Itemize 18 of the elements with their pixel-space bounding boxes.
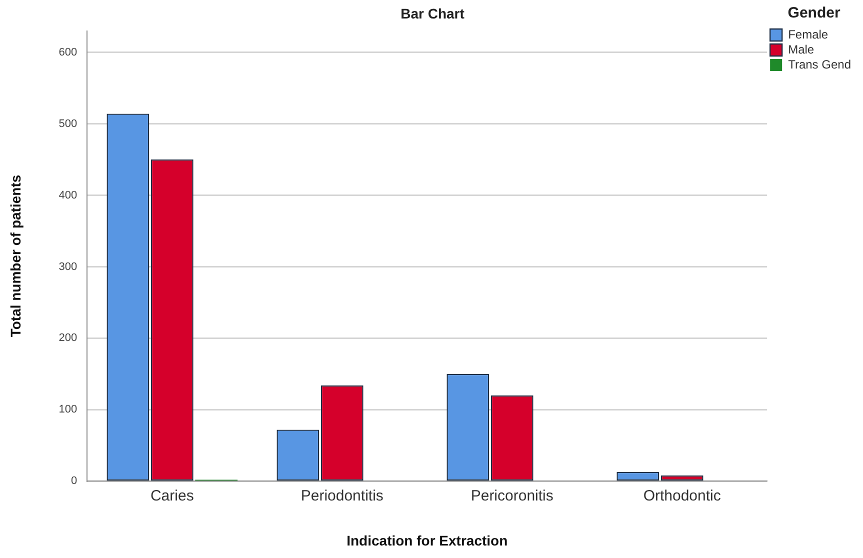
x-tick-label: Orthodontic — [643, 487, 722, 504]
y-axis-title: Total number of patients — [7, 174, 24, 338]
x-axis-title: Indication for Extraction — [346, 532, 508, 548]
y-tick-label: 200 — [58, 332, 78, 344]
legend-label: Male — [788, 42, 814, 56]
y-tick-label: 500 — [58, 118, 78, 130]
legend-title: Gender — [788, 4, 840, 22]
legend-label: Trans Gend — [788, 57, 852, 72]
chart-title: Bar Chart — [400, 5, 465, 22]
x-tick-label: Caries — [150, 487, 194, 504]
y-tick-label: 0 — [71, 475, 78, 488]
x-tick-label: Pericoronitis — [470, 487, 554, 504]
y-tick-label: 100 — [58, 404, 78, 416]
x-tick-label: Periodontitis — [300, 487, 384, 504]
legend-label: Female — [788, 27, 828, 42]
y-tick-label: 300 — [58, 260, 78, 273]
y-tick-label: 600 — [58, 46, 78, 58]
y-tick-label: 400 — [58, 189, 78, 202]
